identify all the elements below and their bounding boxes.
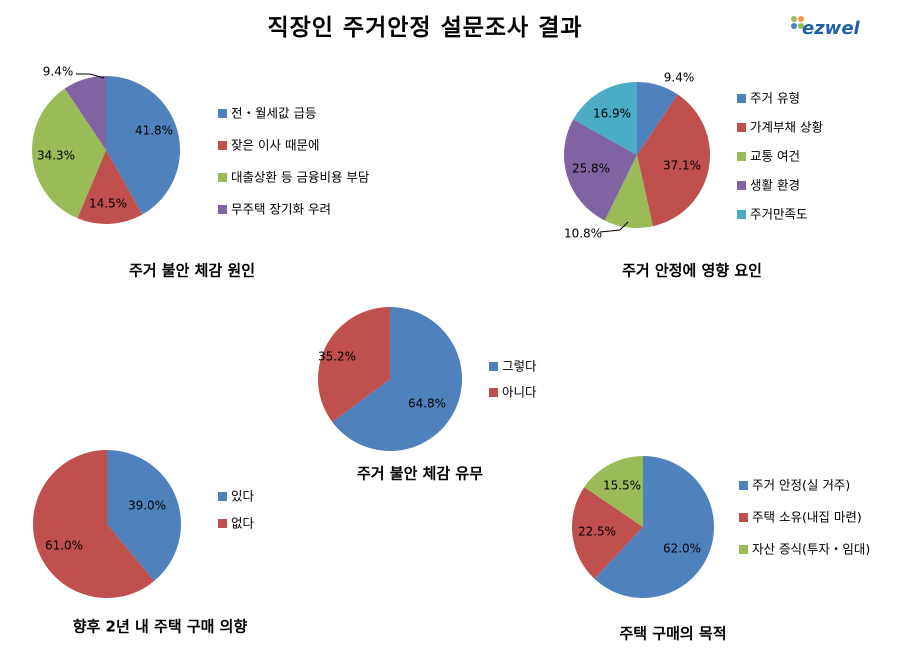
pie-slice xyxy=(594,456,714,598)
logo-mark-icon xyxy=(791,16,804,29)
pie-slice xyxy=(31,88,107,219)
legend-label: 주택 소유(내집 마련) xyxy=(752,510,862,525)
legend-label: 대출상환 등 금융비용 부담 xyxy=(231,170,370,185)
legend-label: 아니다 xyxy=(502,385,537,400)
legend-swatch xyxy=(218,141,227,150)
pie-slice xyxy=(564,119,637,221)
legend-label: 전・월세값 급등 xyxy=(231,106,316,121)
data-label: 9.4% xyxy=(43,65,74,79)
pie-slice xyxy=(318,307,390,423)
data-label: 61.0% xyxy=(45,539,83,553)
pie-slice xyxy=(572,487,643,579)
legend-label: 있다 xyxy=(231,489,255,504)
pie-slice xyxy=(637,82,678,155)
leader-line xyxy=(599,221,629,233)
data-label: 16.9% xyxy=(593,107,631,121)
legend-label: 그렇다 xyxy=(502,359,537,374)
legend-label: 주거 유형 xyxy=(750,91,800,106)
legend-swatch xyxy=(489,362,498,371)
data-label: 25.8% xyxy=(572,162,610,176)
pie-slice xyxy=(332,307,462,452)
chart-title: 주거 불안 체감 유무 xyxy=(357,465,483,483)
legend-label: 잦은 이사 때문에 xyxy=(231,138,319,153)
legend-label: 자산 증식(투자・임대) xyxy=(752,542,870,557)
data-label: 41.8% xyxy=(135,124,173,138)
legend-swatch xyxy=(489,388,498,397)
logo-text: ezwel xyxy=(802,18,860,39)
legend-label: 무주택 장기화 우려 xyxy=(231,202,331,217)
legend-swatch xyxy=(739,545,748,554)
chart-title: 향후 2년 내 주택 구매 의향 xyxy=(73,618,248,636)
pie-slice xyxy=(106,76,181,215)
data-label: 35.2% xyxy=(318,350,356,364)
legend-swatch xyxy=(218,109,227,118)
data-label: 15.5% xyxy=(603,479,641,493)
legend-swatch xyxy=(739,513,748,522)
data-label: 22.5% xyxy=(578,525,616,539)
pie-slice xyxy=(77,150,143,224)
page-title: 직장인 주거안정 설문조사 결과 xyxy=(267,15,583,41)
data-label: 64.8% xyxy=(408,397,446,411)
pie-slice xyxy=(33,450,155,598)
legend-swatch xyxy=(737,152,746,161)
data-label: 37.1% xyxy=(663,159,701,173)
legend-label: 주거 안정(실 거주) xyxy=(752,478,850,493)
legend-label: 주거만족도 xyxy=(750,207,808,222)
legend-label: 가계부채 상황 xyxy=(750,120,823,135)
legend-label: 생활 환경 xyxy=(750,178,800,193)
legend-label: 교통 여건 xyxy=(750,149,800,164)
legend-swatch xyxy=(218,519,227,528)
ezwel-logo: ezwel xyxy=(788,12,878,42)
pie-slice xyxy=(64,76,106,150)
data-label: 34.3% xyxy=(37,149,75,163)
legend-swatch xyxy=(737,181,746,190)
data-label: 39.0% xyxy=(128,499,166,513)
pie-slice xyxy=(107,450,182,582)
data-label: 14.5% xyxy=(89,197,127,211)
legend-swatch xyxy=(218,173,227,182)
chart-title: 주택 구매의 목적 xyxy=(619,625,726,643)
legend-label: 없다 xyxy=(231,516,255,531)
leader-line xyxy=(76,73,105,79)
pie-chart-5: 62.0% 22.5% 15.5% 주거 안정(실 거주) 주택 소유(내집 마련) 자산… xyxy=(572,456,870,643)
legend-swatch xyxy=(737,210,746,219)
legend-swatch xyxy=(737,123,746,132)
pie-slice xyxy=(584,456,643,527)
data-label: 9.4% xyxy=(664,71,695,85)
pie-slice xyxy=(573,82,637,155)
data-label: 62.0% xyxy=(663,542,701,556)
legend-swatch xyxy=(218,492,227,501)
pie-slice xyxy=(637,94,711,227)
chart-title: 주거 안정에 영향 요인 xyxy=(622,262,762,280)
legend-swatch xyxy=(737,94,746,103)
pie-slice xyxy=(604,155,653,228)
chart-title: 주거 불안 체감 원인 xyxy=(129,262,255,280)
legend-swatch xyxy=(218,205,227,214)
legend-swatch xyxy=(739,481,748,490)
data-label: 10.8% xyxy=(564,227,602,241)
